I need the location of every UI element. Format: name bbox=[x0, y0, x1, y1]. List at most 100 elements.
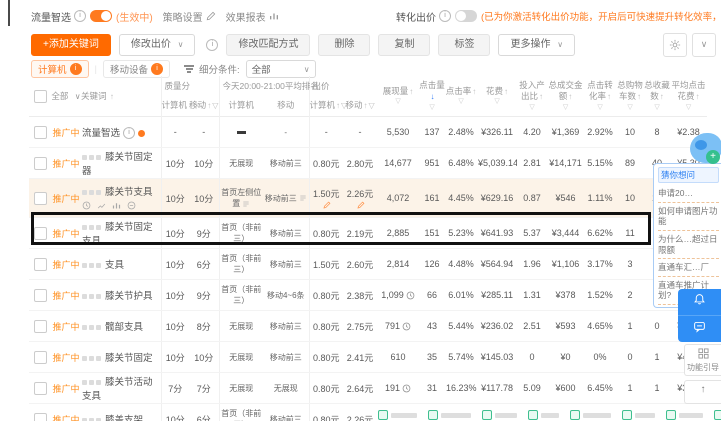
filter-funnel-icon[interactable]: ▽ bbox=[494, 98, 500, 106]
info-icon[interactable]: i bbox=[123, 127, 136, 140]
filter-funnel-icon[interactable]: ▽ bbox=[597, 103, 603, 111]
row-checkbox[interactable] bbox=[33, 319, 47, 333]
keyword-cell[interactable]: 膝关节固定 bbox=[81, 341, 161, 373]
bid-computer-cell[interactable]: - bbox=[308, 116, 344, 148]
filter-funnel-icon[interactable]: ▽ bbox=[193, 101, 200, 110]
row-checkbox[interactable] bbox=[33, 257, 47, 271]
bid-computer-cell[interactable]: 0.80元 bbox=[308, 372, 344, 404]
sort-asc-icon[interactable]: ↑ bbox=[188, 101, 193, 110]
faq-link[interactable]: 为什么…超过日限额 bbox=[658, 231, 719, 260]
trend-icon[interactable] bbox=[97, 201, 106, 212]
bid-computer-cell[interactable]: 1.50元 bbox=[308, 248, 344, 280]
modify-bid-button[interactable]: 修改出价 ∨ bbox=[118, 33, 196, 56]
column-header-metric-7[interactable]: 总购物车数↑ ▽ bbox=[616, 76, 644, 117]
keyword-cell[interactable]: 膝关节活动支具 bbox=[81, 372, 161, 404]
filter-funnel-icon[interactable]: ▽ bbox=[212, 101, 219, 110]
tab-mobile[interactable]: 移动设备 i bbox=[102, 60, 170, 78]
sort-asc-icon[interactable]: ↑ bbox=[607, 92, 612, 102]
filter-funnel-icon[interactable]: ▽ bbox=[429, 103, 435, 111]
strategy-settings-link[interactable]: 策略设置 bbox=[163, 9, 216, 24]
filter-funnel-icon[interactable]: ▽ bbox=[458, 98, 464, 106]
conversion-bid-toggle[interactable] bbox=[455, 10, 477, 22]
back-to-top-button[interactable]: ↑ bbox=[684, 380, 721, 405]
bid-mobile-cell[interactable]: 2.60元 bbox=[343, 248, 378, 280]
filter-funnel-icon[interactable]: ▽ bbox=[654, 103, 660, 111]
filter-funnel-icon[interactable]: ▽ bbox=[562, 103, 569, 111]
add-keyword-button[interactable]: +添加关键词 bbox=[31, 33, 111, 56]
column-header-metric-1[interactable]: 点击量↓ ▽ bbox=[419, 76, 445, 117]
sort-asc-icon[interactable]: ↑ bbox=[659, 92, 664, 102]
bid-mobile-cell[interactable]: 2.26元 bbox=[343, 178, 378, 218]
bid-computer-cell[interactable]: 0.80元 bbox=[308, 279, 344, 311]
sort-asc-icon[interactable]: ↑ bbox=[363, 101, 368, 110]
modify-match-button[interactable]: 修改匹配方式 bbox=[226, 33, 311, 56]
bar-chart-icon[interactable] bbox=[112, 201, 121, 212]
row-checkbox[interactable] bbox=[33, 381, 47, 395]
filter-funnel-icon[interactable]: ▽ bbox=[368, 101, 375, 110]
copy-button[interactable]: 复制 bbox=[378, 33, 431, 56]
sort-asc-icon[interactable]: ↑ bbox=[472, 86, 477, 96]
row-checkbox[interactable] bbox=[33, 350, 47, 364]
bid-mobile-cell[interactable]: 2.75元 bbox=[343, 310, 378, 342]
keyword-cell[interactable]: 髋部支具 bbox=[81, 310, 161, 342]
bell-button[interactable] bbox=[678, 289, 721, 315]
chat-button[interactable] bbox=[678, 315, 721, 342]
edit-bid-pencil-icon[interactable] bbox=[323, 201, 331, 209]
info-icon[interactable]: i bbox=[206, 38, 219, 51]
delete-button[interactable]: 删除 bbox=[318, 33, 371, 56]
clock-icon[interactable] bbox=[82, 201, 91, 212]
subheader-bid-computer[interactable]: 计算机↑▽ bbox=[308, 96, 347, 117]
keyword-cell[interactable]: 膝关节固定器 bbox=[81, 147, 161, 179]
filter-funnel-icon[interactable]: ▽ bbox=[341, 101, 348, 110]
filter-funnel-icon[interactable]: ▽ bbox=[529, 103, 535, 111]
column-header-metric-6[interactable]: 点击转化率↑ ▽ bbox=[584, 76, 616, 117]
column-header-keyword[interactable]: 关键词 ↑ bbox=[81, 76, 161, 117]
bid-computer-cell[interactable]: 0.80元 bbox=[308, 403, 344, 421]
more-actions-button[interactable]: 更多操作 ∨ bbox=[498, 33, 576, 56]
info-icon[interactable]: i bbox=[439, 10, 451, 22]
row-checkbox[interactable] bbox=[33, 288, 47, 302]
bid-mobile-cell[interactable]: 2.64元 bbox=[343, 372, 378, 404]
sort-asc-icon[interactable]: ↑ bbox=[409, 86, 414, 96]
row-checkbox[interactable] bbox=[33, 125, 47, 139]
tab-computer[interactable]: 计算机 i bbox=[31, 60, 89, 78]
smart-traffic-toggle[interactable] bbox=[90, 10, 112, 22]
filter-funnel-icon[interactable]: ▽ bbox=[395, 98, 401, 106]
sort-desc-icon[interactable]: ↓ bbox=[430, 92, 435, 102]
sort-asc-icon[interactable]: ↑ bbox=[637, 92, 642, 102]
bid-mobile-cell[interactable]: 2.41元 bbox=[343, 341, 378, 373]
column-header-metric-3[interactable]: 花费↑ ▽ bbox=[477, 76, 517, 117]
bid-computer-cell[interactable]: 0.80元 bbox=[308, 147, 344, 179]
faq-link[interactable]: 申请20… bbox=[658, 185, 719, 203]
faq-link[interactable]: 直通车汇…厂 bbox=[658, 259, 719, 277]
status-filter[interactable]: 全部 ∨ bbox=[51, 76, 81, 117]
collapse-chevron-button[interactable]: ∨ bbox=[692, 32, 716, 57]
edit-bid-pencil-icon[interactable] bbox=[357, 201, 365, 209]
column-header-metric-8[interactable]: 总收藏数↑ ▽ bbox=[644, 76, 670, 117]
sort-asc-icon[interactable]: ↑ bbox=[336, 101, 341, 110]
rank-menu-icon[interactable] bbox=[242, 200, 250, 208]
subheader-quality-mobile[interactable]: 移动↑▽ bbox=[189, 96, 219, 117]
bid-mobile-cell[interactable]: - bbox=[343, 116, 378, 148]
bid-computer-cell[interactable]: 0.80元 bbox=[308, 310, 344, 342]
report-link[interactable]: 效果报表 bbox=[226, 9, 279, 24]
subheader-quality-computer[interactable]: 计算机↑▽ bbox=[160, 96, 199, 117]
subheader-bid-mobile[interactable]: 移动↑▽ bbox=[343, 96, 377, 117]
rank-menu-icon[interactable] bbox=[299, 194, 307, 202]
sort-asc-icon[interactable]: ↑ bbox=[207, 101, 212, 110]
row-checkbox[interactable] bbox=[33, 412, 47, 421]
remove-circle-icon[interactable] bbox=[127, 201, 136, 212]
bid-mobile-cell[interactable]: 2.26元 bbox=[343, 403, 378, 421]
filter-funnel-icon[interactable]: ▽ bbox=[685, 103, 692, 111]
column-header-metric-0[interactable]: 展现量↑ ▽ bbox=[377, 76, 419, 117]
column-header-metric-2[interactable]: 点击率↑ ▽ bbox=[445, 76, 477, 117]
bid-computer-cell[interactable]: 0.80元 bbox=[308, 341, 344, 373]
row-checkbox[interactable] bbox=[33, 156, 47, 170]
keyword-cell[interactable]: 支具 bbox=[81, 248, 161, 280]
tag-button[interactable]: 标签 bbox=[438, 33, 491, 56]
bid-computer-cell[interactable]: 1.50元 bbox=[308, 178, 344, 218]
column-header-metric-5[interactable]: 总成交金额↑ ▽ bbox=[547, 76, 584, 117]
sort-asc-icon[interactable]: ↑ bbox=[568, 92, 573, 102]
faq-link[interactable]: 如何申请图片功能 bbox=[658, 203, 719, 231]
delay-clock-icon[interactable] bbox=[402, 322, 411, 331]
